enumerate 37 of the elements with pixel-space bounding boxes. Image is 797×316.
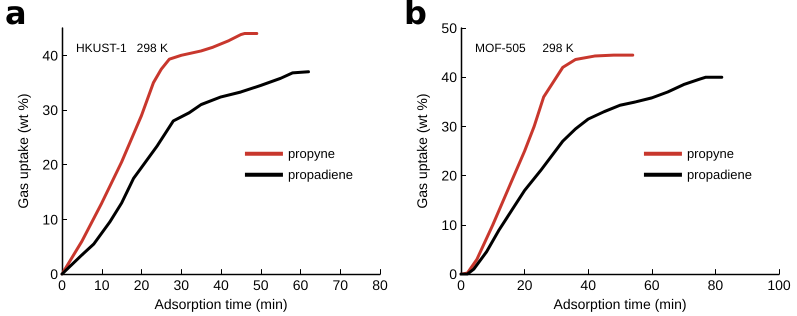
legend-label: propyne xyxy=(288,146,335,162)
y-tick-label: 30 xyxy=(42,102,58,118)
x-tick-label: 20 xyxy=(516,277,533,294)
y-tick-label: 10 xyxy=(42,211,58,228)
line-series xyxy=(60,32,258,276)
y-tick-label: 20 xyxy=(42,156,58,173)
x-tick-label: 20 xyxy=(134,277,150,294)
x-tick-label: 70 xyxy=(332,277,348,294)
annotation: HKUST-1 298 K xyxy=(76,41,168,55)
x-tick-label: 60 xyxy=(292,277,308,294)
legend-label: propyne xyxy=(686,146,734,162)
x-tick-label: 30 xyxy=(173,277,190,294)
x-tick-label: 80 xyxy=(708,277,724,294)
annotation: MOF-505 298 K xyxy=(475,41,574,55)
x-tick-label: 100 xyxy=(767,277,791,294)
legend-label: propadiene xyxy=(686,167,752,182)
y-tick-label: 0 xyxy=(449,266,458,282)
x-tick-label: 50 xyxy=(252,277,269,294)
x-tick-label: 80 xyxy=(372,277,388,294)
y-axis-title: Gas uptake (wt %) xyxy=(414,93,430,209)
chart-title: a xyxy=(5,0,27,32)
y-tick-label: 40 xyxy=(441,69,458,86)
x-tick-label: 40 xyxy=(580,277,596,294)
x-tick-label: 40 xyxy=(213,277,229,294)
chart-title: b xyxy=(404,0,427,32)
y-tick-label: 30 xyxy=(441,118,458,134)
x-axis-title: Adsorption time (min) xyxy=(154,296,288,312)
y-tick-label: 0 xyxy=(50,266,58,282)
y-tick-label: 10 xyxy=(441,216,458,233)
x-tick-label: 60 xyxy=(644,277,660,294)
y-axis-title: Gas uptake (wt %) xyxy=(15,93,31,209)
x-tick-label: 10 xyxy=(94,277,110,294)
y-tick-label: 50 xyxy=(441,20,458,36)
y-tick-label: 20 xyxy=(441,168,458,184)
x-axis-title: Adsorption time (min) xyxy=(553,296,687,312)
legend-label: propadiene xyxy=(288,167,354,182)
y-tick-label: 40 xyxy=(42,47,58,64)
